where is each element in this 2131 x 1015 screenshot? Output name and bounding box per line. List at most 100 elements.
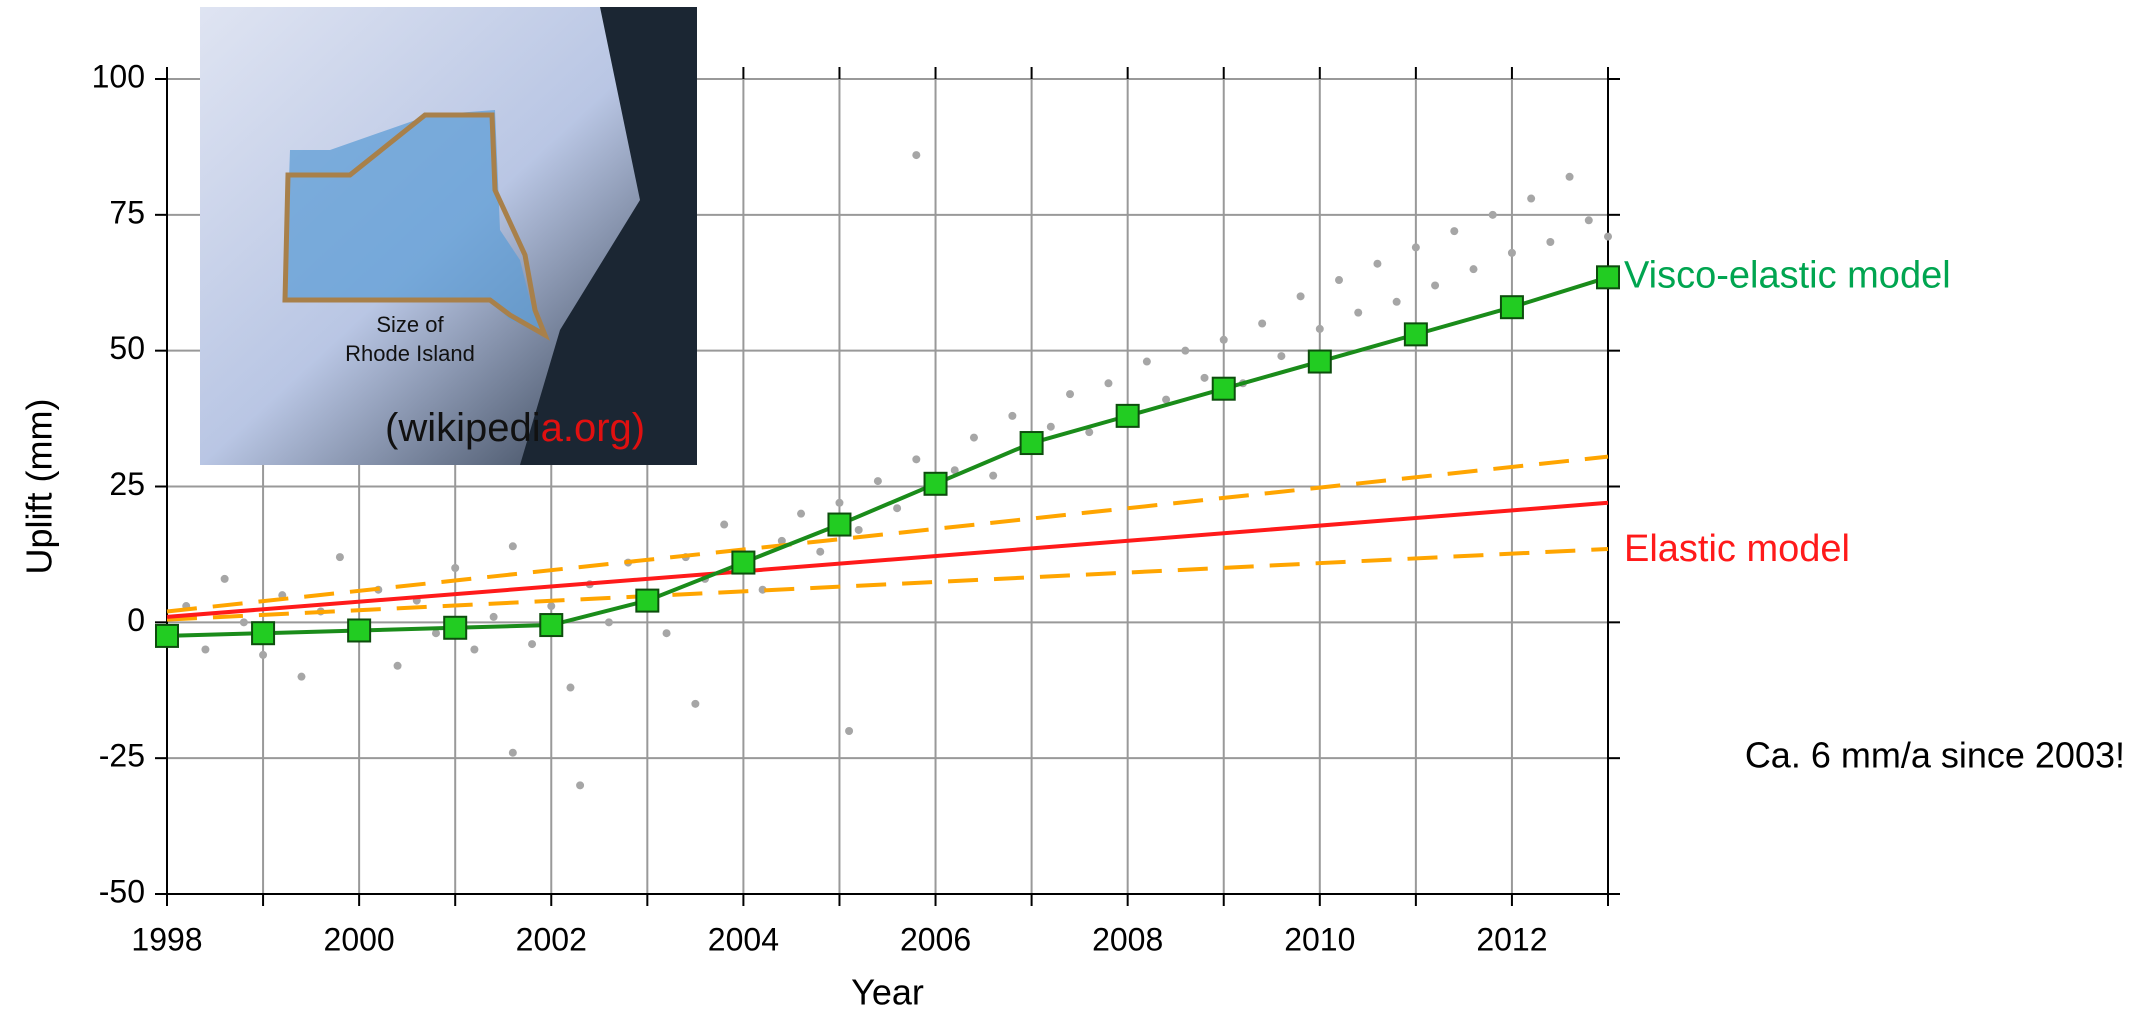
inset-photo: Size of Rhode Island (wikipedia.org) (200, 7, 697, 465)
data-point (1277, 352, 1285, 360)
data-point (1431, 281, 1439, 289)
credit-part: (wikipedi (385, 406, 541, 450)
data-point (989, 472, 997, 480)
data-point (605, 618, 613, 626)
data-marker (1117, 405, 1139, 427)
y-tick-label: 50 (109, 330, 145, 366)
data-marker (732, 552, 754, 574)
data-point (874, 477, 882, 485)
data-point (663, 629, 671, 637)
data-marker (1213, 378, 1235, 400)
data-point (855, 526, 863, 534)
data-marker (828, 514, 850, 536)
data-point (912, 151, 920, 159)
data-point (1047, 423, 1055, 431)
y-axis-label: Uplift (mm) (19, 399, 60, 575)
data-marker (348, 619, 370, 641)
data-point (576, 781, 584, 789)
data-point (394, 662, 402, 670)
data-point (1527, 195, 1535, 203)
series-line (167, 457, 1608, 612)
data-marker (1021, 432, 1043, 454)
series-line (167, 503, 1608, 617)
data-marker (1597, 266, 1619, 288)
x-tick-label: 2008 (1092, 921, 1163, 957)
data-point (547, 602, 555, 610)
series-label: Elastic model (1624, 528, 1850, 570)
data-point (297, 673, 305, 681)
annotation: Ca. 6 mm/a since 2003! (1745, 735, 2125, 776)
data-marker (252, 622, 274, 644)
data-point (490, 613, 498, 621)
data-point (528, 640, 536, 648)
data-point (970, 434, 978, 442)
data-marker (925, 473, 947, 495)
data-point (1104, 379, 1112, 387)
data-point (509, 542, 517, 550)
data-marker (1309, 351, 1331, 373)
data-point (797, 510, 805, 518)
x-axis-label: Year (851, 972, 924, 1013)
data-point (1373, 260, 1381, 268)
y-tick-label: -25 (99, 738, 145, 774)
data-marker (1405, 323, 1427, 345)
x-tick-label: 1998 (131, 921, 202, 957)
data-point (336, 553, 344, 561)
data-point (1335, 276, 1343, 284)
data-point (1546, 238, 1554, 246)
data-point (720, 521, 728, 529)
chart: -50-250255075100199820002002200420062008… (0, 0, 2131, 1015)
data-marker (540, 614, 562, 636)
data-point (1066, 390, 1074, 398)
x-tick-label: 2012 (1476, 921, 1547, 957)
x-tick-label: 2000 (324, 921, 395, 957)
data-point (566, 684, 574, 692)
y-tick-label: 25 (109, 466, 145, 502)
data-point (451, 564, 459, 572)
data-point (1470, 265, 1478, 273)
data-point (912, 455, 920, 463)
data-point (221, 575, 229, 583)
data-point (1143, 358, 1151, 366)
data-marker (636, 590, 658, 612)
data-point (1604, 233, 1612, 241)
data-point (432, 629, 440, 637)
data-point (893, 504, 901, 512)
data-point (1181, 347, 1189, 355)
data-point (509, 749, 517, 757)
data-point (1412, 243, 1420, 251)
data-point (835, 499, 843, 507)
data-point (1297, 292, 1305, 300)
data-point (240, 618, 248, 626)
y-tick-label: 75 (109, 194, 145, 230)
data-point (1201, 374, 1209, 382)
data-point (1220, 336, 1228, 344)
x-tick-label: 2004 (708, 921, 779, 957)
data-marker (444, 617, 466, 639)
inset-credit: (wikipedia.org) (385, 406, 645, 450)
y-tick-label: 0 (127, 602, 145, 638)
credit-part: a.org) (541, 406, 646, 450)
data-point (1354, 309, 1362, 317)
data-point (691, 700, 699, 708)
data-point (1450, 227, 1458, 235)
x-tick-label: 2010 (1284, 921, 1355, 957)
data-point (1585, 216, 1593, 224)
data-point (845, 727, 853, 735)
data-marker (1501, 296, 1523, 318)
inset-label: Size of (376, 312, 444, 337)
data-point (470, 646, 478, 654)
x-tick-label: 2002 (516, 921, 587, 957)
data-point (1489, 211, 1497, 219)
data-marker (156, 625, 178, 647)
data-point (1008, 412, 1016, 420)
y-tick-label: -50 (99, 873, 145, 909)
data-point (1393, 298, 1401, 306)
data-point (816, 548, 824, 556)
data-point (1566, 173, 1574, 181)
data-point (1258, 320, 1266, 328)
data-point (201, 646, 209, 654)
data-point (259, 651, 267, 659)
data-point (1316, 325, 1324, 333)
series-label: Visco-elastic model (1624, 254, 1951, 296)
